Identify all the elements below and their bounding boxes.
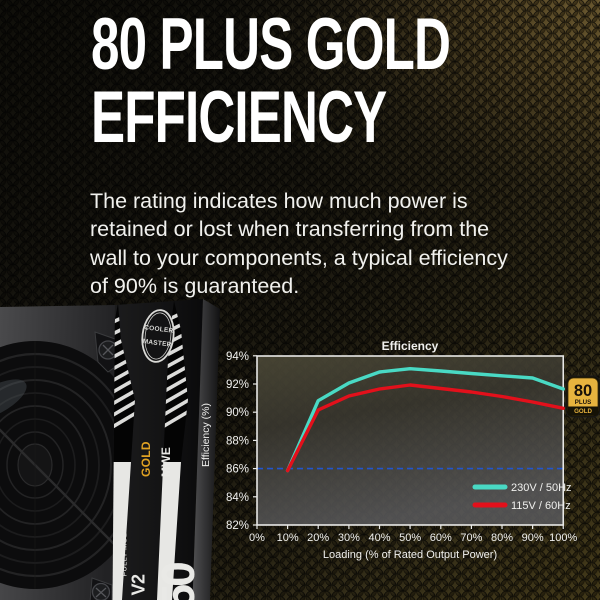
svg-text:0%: 0% <box>249 532 265 544</box>
svg-text:20%: 20% <box>307 532 329 544</box>
svg-text:86%: 86% <box>226 464 249 476</box>
svg-text:GOLD: GOLD <box>574 408 592 415</box>
svg-text:115V / 60Hz: 115V / 60Hz <box>511 500 571 512</box>
svg-text:88%: 88% <box>226 435 249 447</box>
svg-text:Loading (% of Rated Output Pow: Loading (% of Rated Output Power) <box>323 549 497 561</box>
svg-text:PLUS: PLUS <box>575 399 592 406</box>
svg-text:Efficiency (%): Efficiency (%) <box>200 403 212 467</box>
svg-text:84%: 84% <box>226 492 249 504</box>
svg-text:30%: 30% <box>338 532 360 544</box>
svg-text:70%: 70% <box>460 532 482 544</box>
svg-text:100%: 100% <box>549 532 577 544</box>
svg-text:40%: 40% <box>368 532 390 544</box>
svg-text:230V / 50Hz: 230V / 50Hz <box>511 482 572 494</box>
svg-text:80%: 80% <box>491 532 513 544</box>
svg-text:90%: 90% <box>522 532 544 544</box>
svg-text:10%: 10% <box>277 532 299 544</box>
svg-text:Efficiency: Efficiency <box>382 339 439 353</box>
svg-text:60%: 60% <box>430 532 452 544</box>
svg-text:94%: 94% <box>226 351 249 363</box>
svg-text:90%: 90% <box>226 407 249 419</box>
svg-text:50%: 50% <box>399 532 421 544</box>
svg-text:92%: 92% <box>226 379 249 391</box>
svg-text:82%: 82% <box>226 520 249 532</box>
svg-text:80: 80 <box>574 382 592 400</box>
